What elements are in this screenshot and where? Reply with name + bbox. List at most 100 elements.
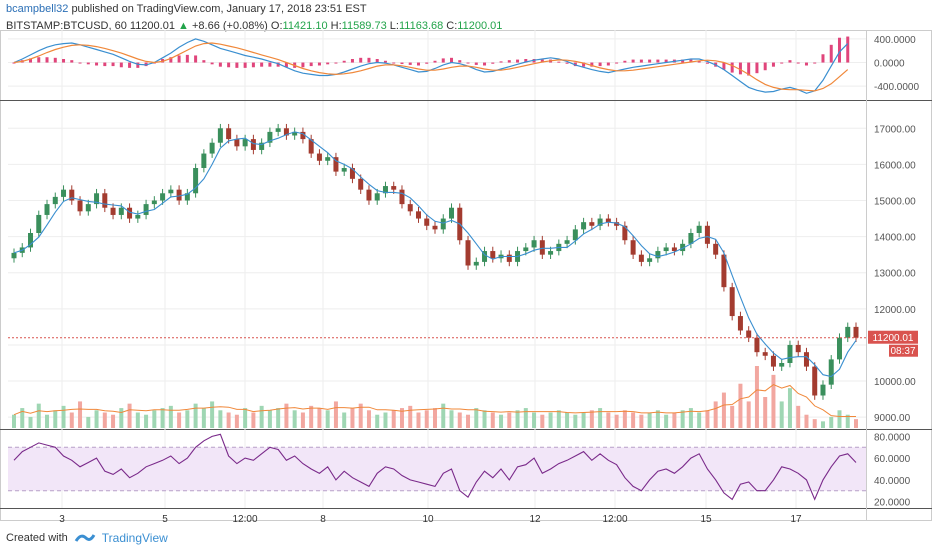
rsi-pane[interactable] — [8, 433, 866, 501]
macd-histogram-bar — [598, 62, 602, 67]
volume-bar — [102, 412, 107, 428]
signal-line — [13, 42, 849, 92]
candle-body — [52, 196, 58, 205]
volume-bar — [713, 401, 718, 428]
candle-body — [316, 153, 322, 161]
volume-bar — [556, 410, 561, 428]
volume-bar — [796, 405, 801, 428]
price-pane[interactable] — [8, 123, 866, 428]
publish-text: published on TradingView.com, January 17… — [71, 3, 367, 15]
volume-bar — [697, 412, 702, 428]
macd-histogram-bar — [119, 62, 123, 68]
macd-histogram-bar — [326, 62, 330, 65]
candle-body — [589, 222, 595, 226]
candle-body — [597, 218, 603, 226]
candle-body — [539, 240, 545, 255]
candle-body — [217, 128, 223, 143]
volume-bar — [829, 416, 834, 428]
volume-bar — [598, 408, 603, 428]
axes: 3 5 12:00 8 10 12 12:00 15 17 400.0000 0.0000 -400.… — [59, 35, 919, 525]
macd-histogram-bar — [804, 62, 808, 66]
open-value: 11421.10 — [282, 20, 328, 32]
macd-histogram-bar — [606, 62, 610, 66]
low-value: 11163.68 — [398, 20, 444, 32]
volume-bar — [210, 401, 215, 428]
candle-body — [506, 254, 512, 262]
macd-histogram-bar — [524, 59, 528, 63]
macd-histogram-bar — [111, 62, 115, 67]
candle-body — [812, 366, 818, 396]
macd-histogram-bar — [78, 62, 82, 64]
low-label: L: — [389, 20, 399, 32]
macd-histogram-bar — [37, 57, 41, 63]
macd-histogram-bar — [730, 62, 734, 73]
volume-bar — [333, 401, 338, 428]
candle-body — [193, 168, 199, 194]
candle-body — [737, 316, 743, 331]
macd-histogram-bar — [656, 59, 660, 63]
candle-body — [250, 139, 256, 150]
candle-body — [28, 233, 34, 248]
macd-histogram-bar — [392, 62, 396, 64]
macd-histogram-bar — [631, 59, 635, 63]
macd-histogram-bar — [441, 58, 445, 63]
macd-pane[interactable] — [12, 36, 850, 94]
rsi-line — [13, 433, 857, 501]
macd-histogram-bar — [516, 59, 520, 63]
created-with-text: Created with — [6, 532, 68, 544]
symbol-label: BITSTAMP:BTCUSD, 60 — [6, 20, 127, 32]
macd-histogram-bar — [450, 57, 454, 63]
volume-bar — [234, 414, 239, 428]
volume-bar — [738, 383, 743, 428]
x-tick-label: 12:00 — [232, 514, 257, 525]
macd-histogram-bar — [53, 57, 57, 63]
candle-body — [44, 204, 50, 215]
macd-histogram-bar — [103, 62, 107, 67]
volume-bar — [53, 410, 58, 428]
macd-histogram-bar — [260, 62, 264, 67]
macd-histogram-bar — [722, 62, 726, 70]
volume-bar — [540, 414, 545, 428]
volume-bar — [705, 410, 710, 428]
volume-bar — [300, 412, 305, 428]
tradingview-brand[interactable]: TradingView — [101, 531, 168, 545]
countdown-badge — [889, 344, 918, 357]
macd-histogram-bar — [565, 62, 569, 64]
candle-body — [663, 247, 669, 252]
volume-bar — [581, 412, 586, 428]
candle-body — [283, 128, 289, 136]
volume-bar — [565, 412, 570, 428]
rsi-tick-label: 40.0000 — [874, 476, 911, 487]
volume-bar — [160, 408, 165, 428]
candle-body — [209, 142, 215, 154]
volume-bar — [193, 403, 198, 428]
volume-bar — [523, 408, 528, 428]
candle-body — [234, 139, 240, 147]
volume-bar — [152, 410, 157, 428]
candle-body — [482, 251, 488, 262]
macd-histogram-bar — [499, 61, 503, 63]
volume-bar — [350, 408, 355, 428]
x-tick-label: 17 — [790, 514, 802, 525]
macd-histogram-bar — [540, 59, 544, 63]
author-link[interactable]: bcampbell32 — [6, 3, 69, 15]
volume-bar — [507, 412, 512, 428]
price-tick-label: 16000.00 — [874, 160, 916, 171]
volume-bar — [548, 412, 553, 428]
volume-bar — [466, 414, 471, 428]
macd-histogram-bar — [276, 62, 280, 67]
macd-histogram-bar — [350, 59, 354, 63]
macd-histogram-bar — [177, 55, 181, 63]
volume-bar — [36, 403, 41, 428]
volume-bar — [391, 410, 396, 428]
volume-bar — [416, 412, 421, 428]
macd-histogram-bar — [483, 62, 487, 66]
volume-bar — [490, 412, 495, 428]
volume-bar — [672, 412, 677, 428]
volume-bar — [135, 412, 140, 428]
candle-body — [638, 254, 644, 262]
candle-body — [77, 200, 83, 212]
candle-body — [267, 131, 273, 143]
volume-bar — [639, 414, 644, 428]
